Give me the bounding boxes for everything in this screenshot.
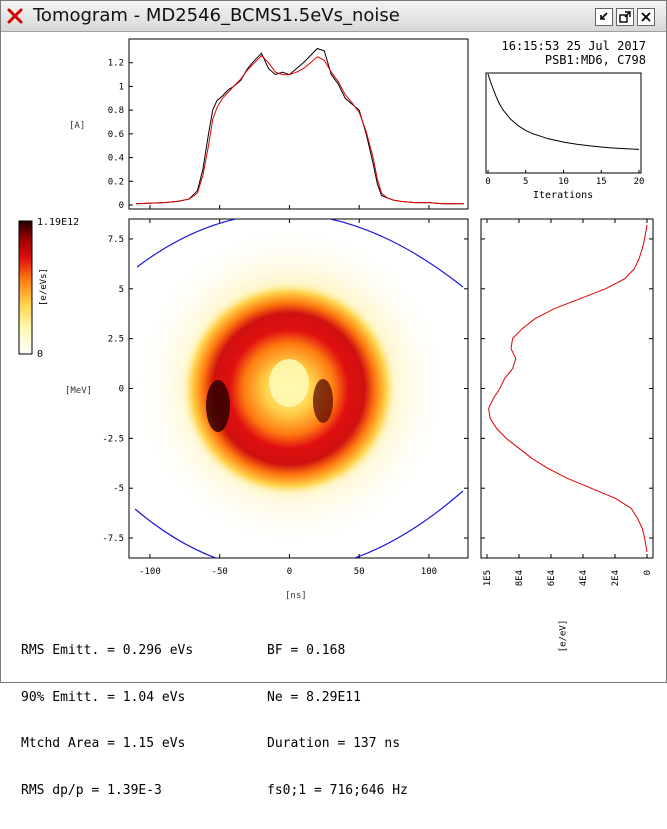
phase-space-ytick-label: -5 <box>113 484 124 494</box>
convergence-xtick-label: 10 <box>558 177 569 187</box>
matched-area: Mtchd Area = 1.15 eVs <box>21 736 186 751</box>
energy-xtick-label: 1E5 <box>483 570 493 586</box>
phase-space-ytick-label: 2.5 <box>108 335 124 345</box>
phase-space-xtick-label: 100 <box>421 567 437 577</box>
profile-ytick-label: 1.2 <box>108 59 124 69</box>
bunching-factor: BF = 0.168 <box>267 643 346 658</box>
maximize-icon <box>619 11 631 23</box>
density-hotspot-right <box>313 379 333 423</box>
profile-plot-frame <box>128 38 469 210</box>
convergence-xticks: 0 5 10 15 20 <box>485 170 644 187</box>
profile-xticks <box>149 205 430 209</box>
timestamp-block: 16:15:53 25 Jul 2017 PSB1:MD6, C798 <box>502 39 647 67</box>
energy-xtick-label: 2E4 <box>611 570 621 586</box>
profile-ytick-label: 1 <box>119 82 124 92</box>
colorbar <box>18 220 33 355</box>
phase-space-xtick-label: 50 <box>354 567 365 577</box>
convergence-plot-frame <box>485 72 642 174</box>
energy-xticks: 1E5 8E4 6E4 4E4 2E4 0 <box>481 219 653 586</box>
close-button[interactable] <box>637 8 655 26</box>
energy-xtick-label: 8E4 <box>515 570 525 586</box>
phase-space-xticks: -100 -50 0 50 100 <box>139 219 437 577</box>
phase-space-xlabel: [ns] <box>285 591 307 601</box>
colorbar-min-label: 0 <box>37 349 43 360</box>
colorbar-max-label: 1.19E12 <box>37 217 79 228</box>
rms-emittance: RMS Emitt. = 0.296 eVs <box>21 643 194 658</box>
timestamp-text: 16:15:53 25 Jul 2017 <box>501 39 647 53</box>
phase-space-xtick-label: -50 <box>212 567 228 577</box>
energy-xlabel: [e/eV] <box>558 619 569 653</box>
phase-space-ytick-label: 0 <box>119 385 124 395</box>
convergence-xlabel: Iterations <box>533 190 593 201</box>
energy-xtick-label: 0 <box>643 570 653 575</box>
profile-ylabel: [A] <box>69 121 85 131</box>
energy-xtick-label: 6E4 <box>547 570 557 586</box>
phase-space-xtick-label: 0 <box>287 567 292 577</box>
phase-space-ytick-label: -7.5 <box>102 534 124 544</box>
convergence-line <box>487 73 640 150</box>
energy-profile-line <box>488 224 648 553</box>
energy-xlabel-wrap: [e/eV] <box>558 617 573 657</box>
profile-ytick-label: 0 <box>119 201 124 211</box>
convergence-xtick-label: 0 <box>485 177 490 187</box>
phase-space-ytick-label: -2.5 <box>102 434 124 444</box>
phase-space-yticks: 7.5 5 2.5 0 -2.5 -5 -7.5 <box>102 235 468 544</box>
separatrix-bottom <box>134 490 464 558</box>
convergence-xtick-label: 15 <box>596 177 607 187</box>
rms-dpp: RMS dp/p = 1.39E-3 <box>21 782 162 798</box>
title-bar[interactable]: Tomogram - MD2546_BCMS1.5eVs_noise <box>1 1 666 32</box>
profile-ytick-label: 0.2 <box>108 177 124 187</box>
maximize-button[interactable] <box>616 8 634 26</box>
particle-count: Ne = 8.29E11 <box>267 689 361 705</box>
minimize-button[interactable] <box>595 8 613 26</box>
tomogram-window: Tomogram - MD2546_BCMS1.5eVs_noise 16:15… <box>0 0 667 798</box>
phase-space-ytick-label: 5 <box>119 285 124 295</box>
phase-space-ylabel: [MeV] <box>65 386 92 396</box>
profile-measured-line <box>135 47 464 205</box>
window-title: Tomogram - MD2546_BCMS1.5eVs_noise <box>33 5 400 26</box>
close-icon <box>641 12 651 22</box>
emittance-90: 90% Emitt. = 1.04 eVs <box>21 689 186 705</box>
convergence-xtick-label: 5 <box>523 177 528 187</box>
energy-profile-frame <box>480 218 654 559</box>
profile-ytick-label: 0.8 <box>108 106 124 116</box>
app-x-icon <box>7 8 23 24</box>
density-core <box>269 359 309 407</box>
source-text: PSB1:MD6, C798 <box>544 53 646 67</box>
profile-ytick-label: 0.4 <box>108 154 124 164</box>
phase-space-xtick-label: -100 <box>139 567 161 577</box>
profile-ytick-label: 0.6 <box>108 130 124 140</box>
density-hotspot-left <box>206 380 230 432</box>
separatrix-top <box>136 219 464 288</box>
energy-xtick-label: 4E4 <box>579 570 589 586</box>
profile-yticks: 0 0.2 0.4 0.6 0.8 1 1.2 <box>108 59 133 211</box>
convergence-xtick-label: 20 <box>634 177 645 187</box>
minimize-icon <box>600 12 608 20</box>
profile-reconstructed-line <box>135 54 464 205</box>
plots-canvas: 1.19E12 0 [e/eVs] [A] 00.20.40.60.811.2 … <box>18 38 654 601</box>
colorbar-unit-label: [e/eVs] <box>39 268 49 306</box>
synchrotron-frequency: fs0;1 = 716;646 Hz <box>267 782 408 798</box>
bunch-duration: Duration = 137 ns <box>267 736 401 751</box>
phase-space-density <box>131 219 464 558</box>
phase-space-ytick-label: 7.5 <box>108 235 124 245</box>
